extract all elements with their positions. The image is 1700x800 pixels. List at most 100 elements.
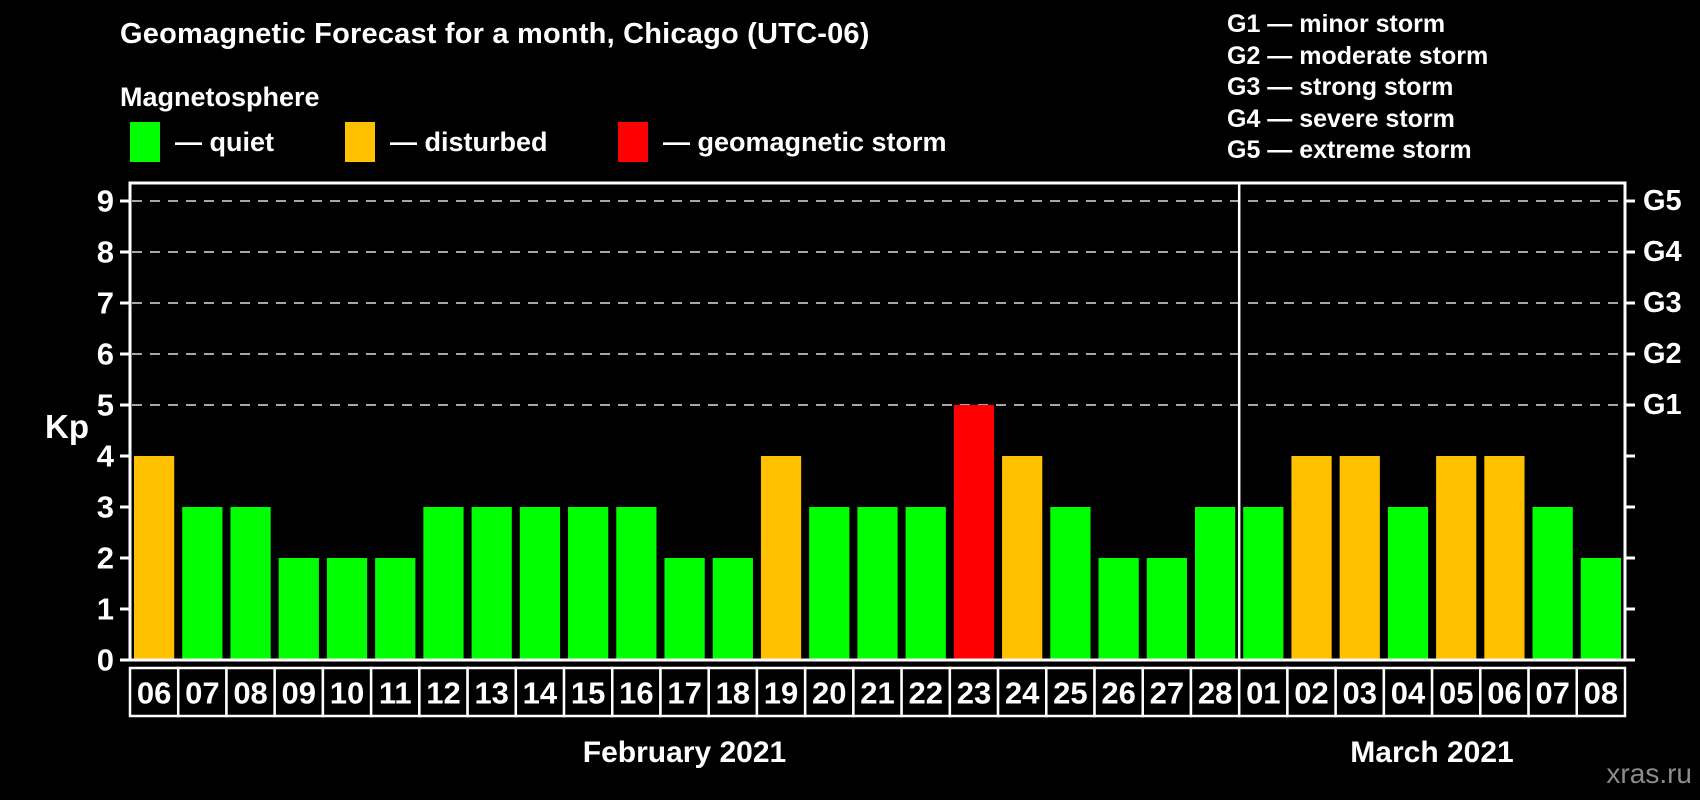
bar-march-07 [1532, 507, 1573, 659]
day-cell-february-10 [321, 666, 373, 718]
legend-label-storm: — geomagnetic storm [663, 126, 947, 157]
legend-item-disturbed: — disturbed [345, 120, 548, 164]
day-label-february-19: 19 [764, 676, 798, 711]
day-label-february-15: 15 [571, 676, 605, 711]
bar-february-15 [568, 507, 609, 659]
bar-february-19 [760, 456, 802, 659]
day-label-february-22: 22 [908, 676, 942, 711]
right-axis-label-g1: G1 [1643, 389, 1682, 421]
bar-february-17 [664, 558, 705, 659]
bar-march-08 [1580, 558, 1621, 659]
page-title: Geomagnetic Forecast for a month, Chicag… [120, 18, 870, 50]
day-cell-february-15 [562, 666, 614, 718]
bar-march-02 [1291, 456, 1332, 659]
legend-label-disturbed: — disturbed [390, 126, 548, 157]
bar-february-09 [278, 558, 319, 659]
day-cell-february-11 [369, 666, 421, 718]
plot-frame [128, 181, 1627, 662]
day-cell-february-16 [611, 666, 662, 718]
day-cell-february-12 [418, 666, 469, 718]
bar-february-23 [953, 405, 995, 659]
month-label-march: March 2021 [1350, 736, 1514, 769]
day-label-march-08: 08 [1584, 676, 1618, 711]
y-tick-label-6: 6 [97, 337, 114, 372]
day-cell-march-05 [1430, 666, 1482, 718]
right-axis-label-g3: G3 [1643, 287, 1682, 319]
g2-legend-line: G2 — moderate storm [1227, 41, 1489, 70]
bar-february-21 [857, 507, 898, 659]
legend-item-storm: — geomagnetic storm [618, 120, 947, 164]
day-cell-february-08 [225, 666, 276, 718]
day-label-february-09: 09 [282, 676, 316, 711]
y-tick-label-7: 7 [97, 286, 114, 321]
day-label-february-12: 12 [426, 676, 460, 711]
y-tick-label-8: 8 [97, 235, 114, 270]
g5-legend-line: G5 — extreme storm [1227, 136, 1472, 165]
bar-february-07 [182, 507, 223, 659]
day-label-february-23: 23 [957, 676, 991, 711]
g1-legend-line: G1 — minor storm [1227, 10, 1446, 38]
day-cell-february-26 [1093, 666, 1144, 718]
bar-february-20 [809, 507, 850, 659]
g-scale-legend: G1 — minor storm G2 — moderate storm G3 … [1227, 9, 1488, 167]
bar-february-18 [712, 558, 753, 659]
g3-legend-line: G3 — strong storm [1227, 73, 1454, 102]
day-label-february-18: 18 [716, 676, 750, 711]
right-axis-label-g5: G5 [1643, 185, 1682, 217]
day-label-march-03: 03 [1343, 676, 1377, 711]
day-cell-february-20 [803, 666, 855, 718]
day-cell-february-17 [659, 666, 710, 718]
day-cell-march-03 [1334, 666, 1386, 718]
bar-march-05 [1436, 456, 1477, 659]
day-label-march-05: 05 [1439, 676, 1473, 711]
month-label-february: February 2021 [582, 736, 787, 769]
bar-february-16 [616, 507, 657, 659]
day-cell-february-24 [996, 666, 1048, 718]
bar-february-22 [905, 507, 946, 659]
bar-february-14 [519, 507, 561, 659]
day-label-february-13: 13 [474, 676, 508, 711]
day-label-february-06: 06 [137, 676, 171, 711]
day-cell-february-14 [514, 666, 566, 718]
day-label-february-10: 10 [330, 676, 364, 711]
bar-february-13 [471, 507, 512, 659]
bar-february-11 [375, 558, 416, 659]
day-label-february-24: 24 [1005, 676, 1040, 711]
bar-february-10 [326, 558, 368, 659]
day-label-february-08: 08 [233, 676, 267, 711]
right-axis-label-g2: G2 [1643, 338, 1682, 370]
day-label-march-07: 07 [1535, 676, 1569, 711]
storm-color-swatch [618, 122, 648, 162]
bar-february-26 [1098, 558, 1139, 659]
y-tick-label-4: 4 [97, 439, 115, 474]
day-cell-march-02 [1286, 666, 1337, 718]
y-tick-label-3: 3 [97, 490, 114, 525]
day-cell-february-07 [176, 666, 228, 718]
y-tick-label-0: 0 [97, 643, 114, 678]
day-label-february-28: 28 [1198, 676, 1232, 711]
day-label-march-01: 01 [1246, 676, 1280, 711]
y-tick-label-1: 1 [97, 592, 114, 627]
day-label-february-07: 07 [185, 676, 219, 711]
quiet-color-swatch [130, 122, 160, 162]
right-axis-label-g4: G4 [1643, 236, 1682, 268]
bar-march-06 [1484, 456, 1525, 659]
bar-february-24 [1002, 456, 1043, 659]
magnetosphere-label: Magnetosphere [120, 82, 320, 112]
day-label-march-02: 02 [1294, 676, 1328, 711]
g4-legend-line: G4 — severe storm [1227, 104, 1455, 133]
day-cell-february-19 [755, 666, 807, 718]
bar-march-03 [1339, 456, 1380, 659]
xras-watermark: xras.ru [1606, 758, 1692, 789]
y-axis-title: Kp [45, 408, 89, 445]
day-label-february-27: 27 [1150, 676, 1184, 711]
y-tick-label-9: 9 [97, 184, 114, 219]
day-label-february-26: 26 [1101, 676, 1135, 711]
bar-february-28 [1194, 507, 1236, 659]
bar-february-12 [423, 507, 464, 659]
y-tick-label-2: 2 [97, 541, 114, 576]
legend-item-quiet: — quiet [130, 120, 274, 164]
day-cell-february-25 [1045, 666, 1096, 718]
